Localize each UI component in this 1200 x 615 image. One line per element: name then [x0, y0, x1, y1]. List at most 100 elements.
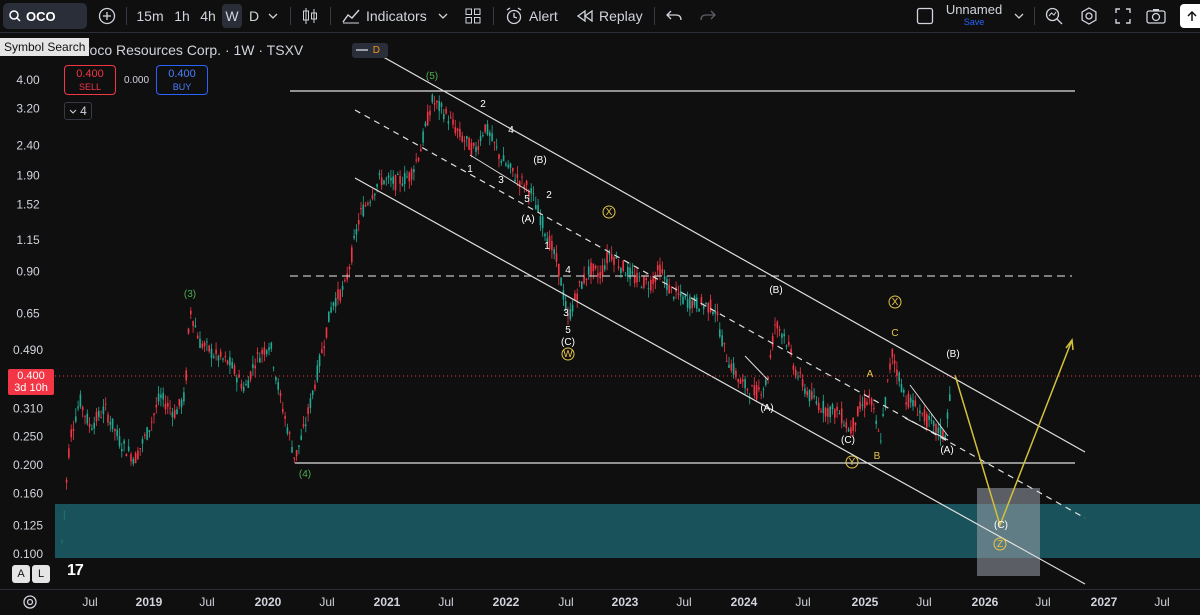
candle-body: [98, 410, 100, 417]
log-scale-button[interactable]: L: [32, 565, 50, 583]
candle-body: [380, 177, 383, 186]
wave-label: (3): [184, 289, 196, 300]
indicator-toggle[interactable]: D: [352, 43, 388, 58]
candle-body: [884, 397, 887, 407]
candle-body: [555, 253, 558, 262]
interval-w[interactable]: W: [222, 4, 242, 28]
candle-body: [854, 422, 857, 426]
time-axis[interactable]: Jul 2019 Jul 2020 Jul 2021 Jul 2022 Jul 2023 Jul 20…: [0, 589, 1200, 615]
candle-body: [399, 175, 401, 184]
candle-body: [77, 406, 79, 409]
candle-body: [134, 452, 137, 464]
candle-body: [546, 238, 549, 244]
candle-body: [732, 363, 735, 375]
interval-d[interactable]: D: [248, 8, 260, 24]
alert-label: Alert: [529, 8, 558, 24]
candle-body: [661, 269, 664, 274]
layout-dropdown[interactable]: [1012, 4, 1026, 28]
candle-body: [284, 416, 286, 419]
candle-body: [247, 380, 250, 388]
fullscreen-button[interactable]: [1112, 4, 1134, 28]
compare-symbol-button[interactable]: [96, 4, 118, 28]
layout-name: Unnamed: [945, 2, 1003, 17]
candle-body: [479, 136, 482, 142]
templates-button[interactable]: [463, 4, 483, 28]
candle-body: [426, 111, 429, 126]
candle-body: [330, 307, 332, 313]
candle-body: [590, 262, 592, 276]
alert-button[interactable]: Alert: [505, 4, 565, 28]
candle-body: [167, 402, 169, 407]
sell-button[interactable]: 0.400 SELL: [64, 65, 116, 95]
candle-body: [857, 406, 859, 417]
candle-body: [456, 128, 459, 132]
candle-body: [903, 390, 905, 393]
candle-body: [417, 158, 420, 161]
publish-button[interactable]: [1180, 4, 1200, 28]
candle-body: [624, 274, 627, 276]
redo-button[interactable]: [698, 4, 718, 28]
candle-body: [378, 173, 381, 176]
candle-body: [153, 413, 155, 416]
candle-body: [544, 233, 546, 237]
interval-4h[interactable]: 4h: [200, 8, 216, 24]
candle-body: [746, 388, 749, 391]
interval-dropdown[interactable]: [266, 4, 280, 28]
indicators-collapse-button[interactable]: 4: [64, 102, 92, 120]
symbol-search[interactable]: OCO: [3, 3, 87, 29]
candle-body: [912, 400, 914, 407]
candle-body: [475, 146, 477, 152]
candle-body: [578, 281, 581, 283]
undo-button[interactable]: [664, 4, 684, 28]
candle-body: [656, 265, 659, 271]
candle-body: [691, 300, 693, 308]
candle-body: [737, 379, 739, 383]
candle-body: [845, 422, 848, 428]
candle-body: [560, 277, 562, 286]
buy-button[interactable]: 0.400 BUY: [156, 65, 208, 95]
candle-body: [298, 445, 300, 447]
candle-body: [344, 279, 346, 282]
snapshot-button[interactable]: [1145, 4, 1167, 28]
replay-button[interactable]: Replay: [577, 4, 643, 28]
interval-15m[interactable]: 15m: [136, 8, 164, 24]
price-tick-label: 3.20: [16, 102, 40, 116]
candle-body: [923, 409, 926, 422]
candle-body: [293, 457, 296, 460]
chart-type-button[interactable]: [300, 4, 320, 28]
layout-name-button[interactable]: Unnamed Save: [942, 2, 1006, 28]
channel-lower: [354, 177, 1086, 585]
wave-label: 1: [544, 241, 550, 252]
indicators-dropdown[interactable]: [436, 4, 450, 28]
candle-body: [295, 450, 298, 457]
candle-body: [679, 290, 682, 297]
sell-label: SELL: [78, 82, 102, 92]
candle-body: [583, 274, 585, 284]
candle-body: [436, 100, 438, 103]
wave-label: (B): [533, 155, 546, 166]
candle-body: [121, 449, 123, 452]
quick-search-button[interactable]: [1043, 4, 1065, 28]
candle-body: [564, 301, 567, 310]
time-axis-settings[interactable]: [22, 594, 38, 615]
projection-path: [954, 339, 1073, 528]
candle-body: [926, 413, 928, 428]
tradingview-logo: 17: [67, 562, 84, 579]
indicators-button[interactable]: Indicators: [342, 4, 430, 28]
candle-body: [716, 311, 719, 316]
layout-checkbox[interactable]: [914, 4, 936, 28]
indicators-label: Indicators: [366, 8, 427, 24]
wave-label: 5: [524, 194, 530, 205]
auto-scale-button[interactable]: A: [12, 565, 30, 583]
time-tick-label: Jul: [319, 595, 335, 609]
settings-button[interactable]: [1078, 4, 1100, 28]
candle-body: [160, 394, 162, 398]
candle-body: [470, 142, 473, 155]
candle-body: [489, 132, 491, 137]
candle-body: [682, 296, 684, 304]
wave-label: (A): [521, 214, 534, 225]
interval-1h[interactable]: 1h: [174, 8, 190, 24]
time-tick-label: 2021: [373, 595, 401, 609]
candle-body: [263, 347, 266, 355]
